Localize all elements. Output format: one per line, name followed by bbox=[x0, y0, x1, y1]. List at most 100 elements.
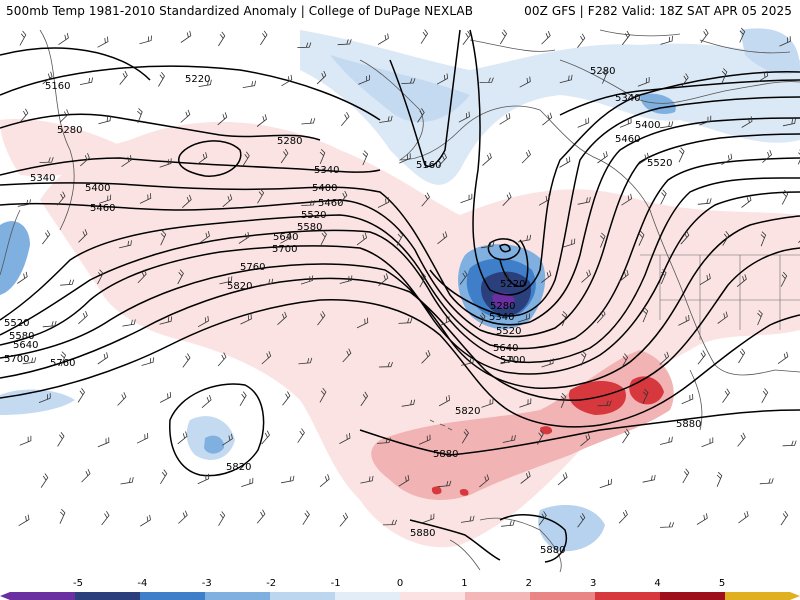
wind-barb bbox=[559, 156, 571, 168]
wind-barb bbox=[780, 271, 788, 287]
wind-barb bbox=[596, 309, 606, 324]
wind-barb bbox=[577, 33, 586, 48]
wind-barb bbox=[762, 149, 772, 163]
colorbar-segment bbox=[270, 592, 336, 600]
wind-barb bbox=[377, 197, 390, 208]
wind-barb bbox=[419, 272, 426, 288]
wind-barb bbox=[182, 353, 191, 368]
wind-barb bbox=[479, 77, 494, 83]
wind-barb bbox=[501, 520, 515, 527]
wind-barb bbox=[660, 522, 675, 528]
colorbar-segment bbox=[725, 592, 791, 600]
baja-coast bbox=[689, 369, 703, 431]
kamchatka-coast bbox=[0, 29, 75, 276]
wind-barb bbox=[379, 115, 393, 123]
wind-barb bbox=[281, 475, 295, 484]
wind-barb bbox=[80, 153, 90, 167]
wind-barb bbox=[479, 474, 490, 488]
wind-barb bbox=[56, 191, 66, 206]
wind-barb bbox=[697, 198, 712, 205]
wind-barb bbox=[618, 269, 629, 283]
wind-barb bbox=[436, 73, 449, 85]
wind-barb bbox=[642, 307, 649, 323]
contour-label: 5520 bbox=[496, 326, 521, 337]
cold-anomaly-south bbox=[538, 505, 605, 552]
contour-label: 5700 bbox=[4, 354, 29, 365]
contour-label: 5580 bbox=[9, 331, 34, 342]
wind-barb bbox=[600, 232, 606, 248]
cold-anomaly-low-peak bbox=[492, 292, 515, 308]
colorbar-segment bbox=[530, 592, 596, 600]
wind-barb bbox=[621, 353, 629, 369]
wind-barb bbox=[577, 513, 586, 528]
wind-barb bbox=[141, 357, 154, 366]
wind-barb bbox=[660, 436, 673, 445]
wind-barb bbox=[342, 348, 352, 363]
wind-barb bbox=[681, 393, 694, 405]
colorbar-right-arrow-icon bbox=[790, 592, 800, 600]
contour-label: 5640 bbox=[13, 340, 38, 351]
colorbar-segment bbox=[465, 592, 531, 600]
contour-label: 5820 bbox=[227, 281, 252, 292]
wind-barb bbox=[541, 30, 551, 45]
contour-label: 5580 bbox=[297, 222, 322, 233]
colorbar-ticks: -5 -4 -3 -2 -1 0 1 2 3 4 5 bbox=[73, 578, 725, 589]
wind-barb bbox=[716, 471, 723, 487]
warm-anomaly-west bbox=[0, 119, 130, 177]
wind-barb bbox=[59, 508, 66, 524]
contour-label: 5820 bbox=[455, 406, 480, 417]
wind-barb bbox=[736, 274, 747, 288]
wind-barb bbox=[337, 39, 352, 46]
wind-barb bbox=[98, 194, 112, 204]
wind-barb bbox=[418, 434, 431, 445]
wind-barb bbox=[700, 28, 709, 44]
wind-barb bbox=[158, 71, 165, 87]
wind-barb bbox=[98, 115, 111, 125]
wind-barb bbox=[642, 388, 649, 404]
wind-barb bbox=[239, 391, 247, 407]
wind-barb bbox=[241, 477, 254, 487]
arctic-islands bbox=[469, 29, 791, 54]
wind-barb bbox=[339, 512, 349, 527]
wind-barb bbox=[316, 70, 327, 85]
contour-label: 5760 bbox=[50, 358, 75, 369]
contour-label: 5880 bbox=[676, 419, 701, 430]
contour-5220 bbox=[0, 29, 800, 296]
wind-barb bbox=[721, 153, 733, 166]
wind-barb bbox=[277, 311, 287, 325]
wind-barb bbox=[19, 108, 29, 123]
wind-barb bbox=[42, 71, 53, 85]
wind-barb bbox=[139, 35, 152, 45]
contour-label: 5340 bbox=[489, 312, 514, 323]
wind-barb bbox=[542, 112, 553, 126]
wind-barb bbox=[197, 152, 208, 165]
wind-barb bbox=[619, 117, 632, 128]
contour-label: 5880 bbox=[540, 545, 565, 556]
wind-barb bbox=[256, 509, 266, 524]
contour-label: 5400 bbox=[635, 120, 660, 131]
contour-5760 bbox=[0, 247, 800, 401]
wind-barb bbox=[737, 432, 746, 447]
wind-barb bbox=[378, 361, 393, 368]
contour-5280 bbox=[0, 79, 800, 287]
wind-barb bbox=[781, 189, 789, 205]
contour-label: 5880 bbox=[410, 528, 435, 539]
wind-barb bbox=[517, 313, 530, 323]
contour-5520 bbox=[0, 157, 800, 350]
wind-barb bbox=[261, 351, 272, 365]
wind-barb bbox=[219, 276, 233, 285]
contour-label: 5640 bbox=[493, 343, 518, 354]
contour-label: 5820 bbox=[226, 462, 251, 473]
wind-barb bbox=[780, 510, 789, 526]
contour-label: 5220 bbox=[500, 279, 525, 290]
wind-barb bbox=[301, 200, 316, 206]
contour-label: 5700 bbox=[272, 244, 297, 255]
wind-barb bbox=[137, 269, 147, 284]
wind-barb bbox=[160, 469, 168, 485]
wind-barb bbox=[319, 474, 330, 488]
colorbar-left-arrow-icon bbox=[0, 592, 10, 600]
colorbar-segments bbox=[10, 592, 791, 600]
wind-barb bbox=[57, 431, 65, 447]
contour-labels: 5160 5220 5280 5280 5340 5340 5400 5400 … bbox=[4, 66, 701, 556]
